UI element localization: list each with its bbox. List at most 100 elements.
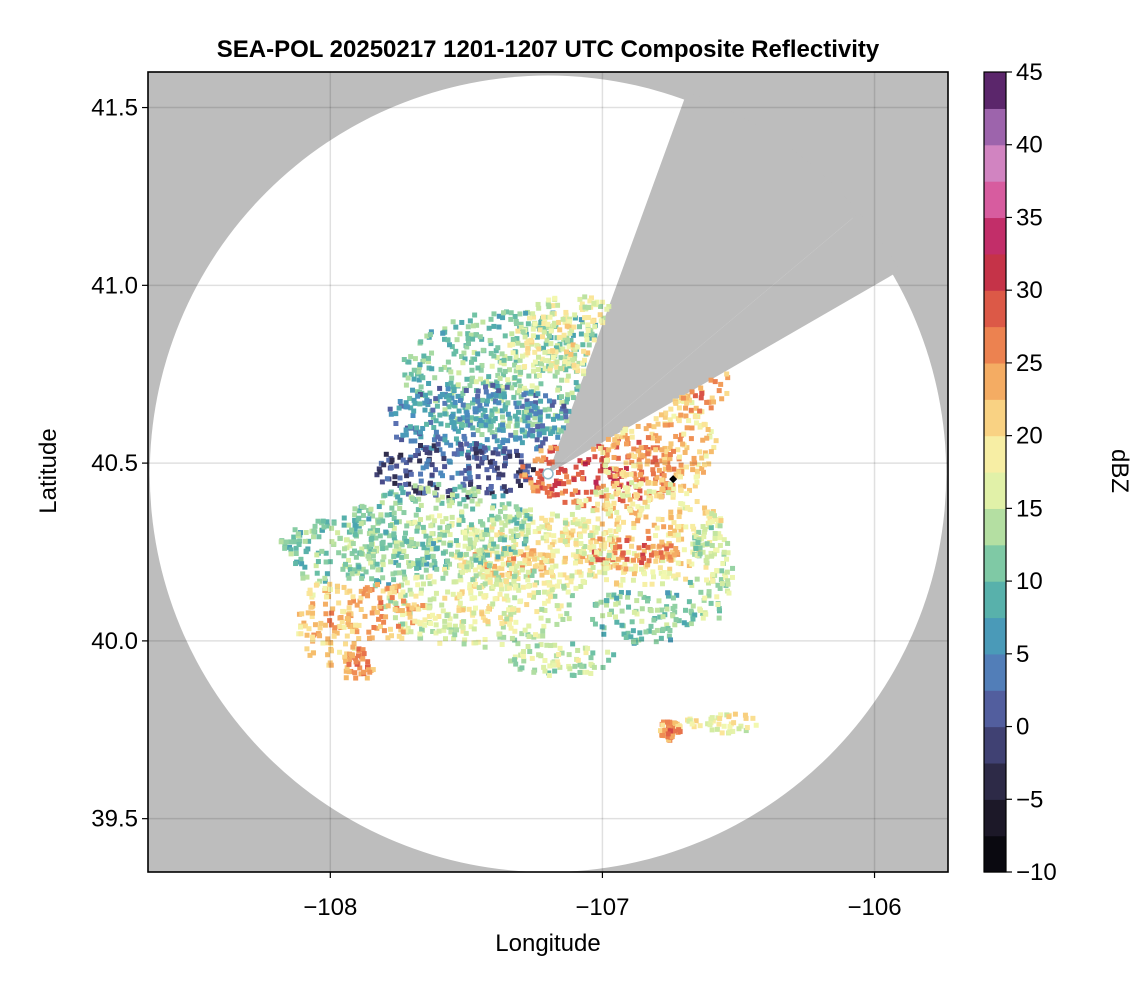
echo-cell bbox=[558, 415, 564, 421]
echo-cell bbox=[542, 607, 548, 613]
echo-cell bbox=[473, 450, 479, 456]
echo-cell bbox=[421, 357, 427, 363]
echo-cell bbox=[670, 494, 676, 500]
echo-cell bbox=[615, 565, 621, 571]
echo-cell bbox=[469, 596, 475, 602]
echo-cell bbox=[399, 437, 405, 443]
echo-cell bbox=[328, 662, 334, 668]
echo-cell bbox=[602, 502, 608, 508]
echo-cell bbox=[494, 384, 500, 390]
echo-cell bbox=[415, 448, 421, 454]
echo-cell bbox=[505, 519, 511, 525]
echo-cell bbox=[423, 533, 429, 539]
echo-cell bbox=[631, 446, 637, 452]
echo-cell bbox=[660, 732, 666, 738]
echo-cell bbox=[507, 449, 513, 455]
echo-cell bbox=[300, 571, 306, 577]
echo-cell bbox=[504, 583, 510, 589]
echo-cell bbox=[525, 643, 531, 649]
echo-cell bbox=[711, 399, 717, 405]
echo-cell bbox=[657, 728, 663, 734]
echo-cell bbox=[306, 626, 312, 632]
echo-cell bbox=[473, 446, 479, 452]
echo-cell bbox=[361, 591, 367, 597]
echo-cell bbox=[535, 470, 541, 476]
echo-cell bbox=[710, 578, 716, 584]
echo-cell bbox=[573, 538, 579, 544]
echo-cell bbox=[588, 655, 594, 661]
echo-cell bbox=[434, 566, 440, 572]
echo-cell bbox=[431, 443, 437, 449]
echo-cell bbox=[401, 569, 407, 575]
echo-cell bbox=[489, 463, 495, 469]
echo-cell bbox=[570, 357, 576, 363]
echo-cell bbox=[537, 413, 543, 419]
echo-cell bbox=[576, 553, 582, 559]
echo-cell bbox=[378, 567, 384, 573]
echo-cell bbox=[365, 553, 371, 559]
echo-cell bbox=[658, 635, 664, 641]
echo-cell bbox=[671, 466, 677, 472]
echo-cell bbox=[443, 570, 449, 576]
echo-cell bbox=[706, 461, 712, 467]
echo-cell bbox=[397, 454, 403, 460]
echo-cell bbox=[634, 493, 640, 499]
echo-cell bbox=[418, 590, 424, 596]
echo-cell bbox=[488, 419, 494, 425]
echo-region-17 bbox=[343, 646, 376, 681]
echo-cell bbox=[557, 572, 563, 578]
echo-cell bbox=[309, 614, 315, 620]
echo-cell bbox=[606, 657, 612, 663]
echo-cell bbox=[623, 472, 629, 478]
echo-cell bbox=[412, 498, 418, 504]
echo-cell bbox=[593, 479, 599, 485]
echo-cell bbox=[698, 589, 704, 595]
echo-cell bbox=[509, 566, 515, 572]
colorbar-segment bbox=[984, 144, 1006, 182]
echo-cell bbox=[592, 324, 598, 330]
echo-cell bbox=[522, 468, 528, 474]
echo-cell bbox=[558, 537, 564, 543]
echo-cell bbox=[646, 558, 652, 564]
echo-cell bbox=[507, 514, 513, 520]
echo-cell bbox=[385, 603, 391, 609]
echo-cell bbox=[551, 399, 557, 405]
echo-cell bbox=[550, 573, 556, 579]
echo-cell bbox=[665, 719, 671, 725]
echo-cell bbox=[594, 299, 600, 305]
echo-cell bbox=[502, 368, 508, 374]
echo-cell bbox=[684, 504, 690, 510]
echo-cell bbox=[517, 357, 523, 363]
echo-cell bbox=[646, 628, 652, 634]
echo-cell bbox=[548, 491, 554, 497]
echo-cell bbox=[522, 558, 528, 564]
echo-cell bbox=[340, 566, 346, 572]
echo-cell bbox=[562, 359, 568, 365]
echo-cell bbox=[507, 616, 513, 622]
echo-cell bbox=[347, 564, 353, 570]
echo-cell bbox=[362, 613, 368, 619]
echo-cell bbox=[569, 511, 575, 517]
echo-cell bbox=[412, 483, 418, 489]
echo-cell bbox=[725, 375, 731, 381]
echo-cell bbox=[429, 531, 435, 537]
echo-cell bbox=[530, 428, 536, 434]
echo-cell bbox=[482, 532, 488, 538]
echo-cell bbox=[479, 584, 485, 590]
echo-cell bbox=[483, 414, 489, 420]
echo-cell bbox=[582, 357, 588, 363]
echo-cell bbox=[431, 596, 437, 602]
echo-cell bbox=[542, 485, 548, 491]
echo-cell bbox=[743, 715, 749, 721]
echo-cell bbox=[461, 529, 467, 535]
echo-cell bbox=[607, 472, 613, 478]
echo-cell bbox=[614, 521, 620, 527]
echo-cell bbox=[684, 400, 690, 406]
echo-cell bbox=[449, 344, 455, 350]
echo-cell bbox=[570, 520, 576, 526]
echo-cell bbox=[496, 475, 502, 481]
echo-cell bbox=[659, 487, 665, 493]
echo-cell bbox=[549, 511, 555, 517]
echo-cell bbox=[475, 474, 481, 480]
echo-cell bbox=[403, 382, 409, 388]
